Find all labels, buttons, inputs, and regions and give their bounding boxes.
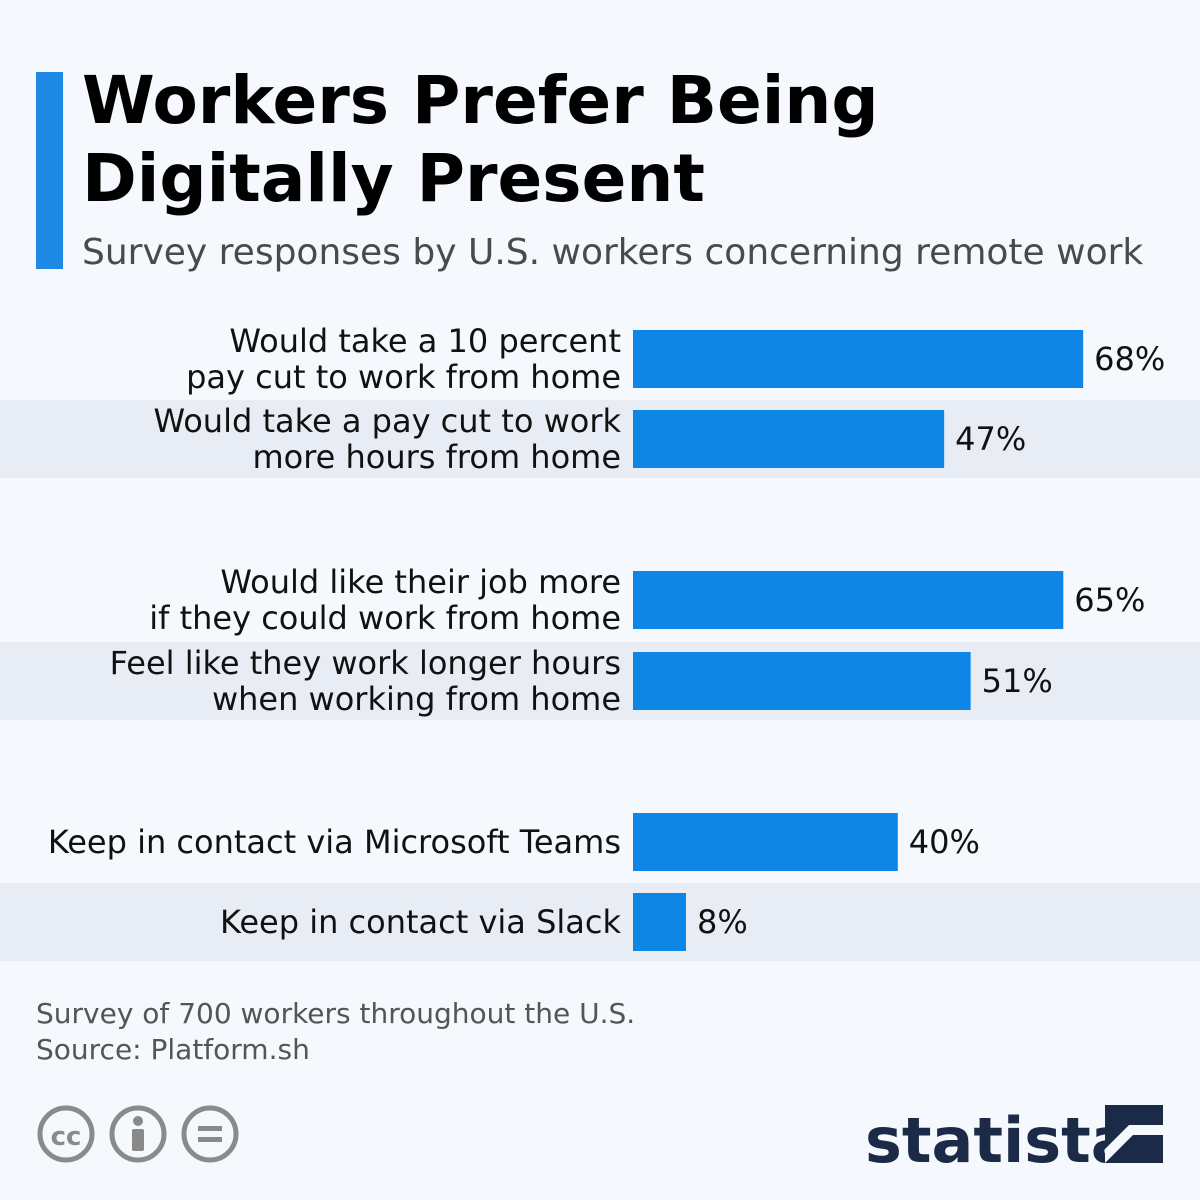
bar-3 (633, 652, 971, 710)
source-text: Source: Platform.sh (36, 1033, 310, 1066)
title-line-1: Workers Prefer Being (82, 62, 879, 139)
category-label-3-line-0: Feel like they work longer hours (110, 644, 621, 682)
subtitle: Survey responses by U.S. workers concern… (82, 232, 1144, 273)
value-label-3: 51% (982, 662, 1053, 700)
category-label-3-line-1: when working from home (212, 680, 621, 718)
category-label-1-line-0: Would take a pay cut to work (153, 402, 621, 440)
statista-logo: statista (865, 1104, 1163, 1170)
statista-mark-icon (1105, 1105, 1163, 1163)
title-accent-bar (36, 72, 63, 269)
bar-4 (633, 813, 898, 871)
license-icons: cc (37, 1105, 239, 1163)
value-label-1: 47% (955, 420, 1026, 458)
svg-text:cc: cc (51, 1122, 82, 1152)
title-line-2: Digitally Present (82, 140, 705, 217)
attribution-icon (109, 1105, 167, 1163)
bar-1 (633, 410, 945, 468)
bar-2 (633, 571, 1064, 629)
brand-wordmark: statista (865, 1104, 1133, 1170)
row-stripe (0, 642, 1200, 720)
row-stripe (0, 883, 1200, 961)
survey-note: Survey of 700 workers throughout the U.S… (36, 997, 636, 1030)
no-derivatives-icon (181, 1105, 239, 1163)
row-stripe (0, 400, 1200, 478)
value-label-0: 68% (1094, 340, 1165, 378)
category-label-0-line-0: Would take a 10 percent (229, 322, 621, 360)
page-title: Workers Prefer Being Digitally Present (82, 62, 879, 218)
category-label-2-line-0: Would like their job more (220, 563, 621, 601)
source-note: Survey of 700 workers throughout the U.S… (36, 996, 635, 1068)
category-label-0-line-1: pay cut to work from home (186, 358, 621, 396)
category-label-5-line-0: Keep in contact via Slack (220, 903, 622, 941)
category-label-1-line-1: more hours from home (252, 438, 621, 476)
bar-5 (633, 893, 686, 951)
value-label-4: 40% (909, 823, 980, 861)
category-label-2-line-1: if they could work from home (149, 599, 621, 637)
cc-icon: cc (37, 1105, 95, 1163)
value-label-5: 8% (697, 903, 748, 941)
category-label-4-line-0: Keep in contact via Microsoft Teams (48, 823, 621, 861)
value-label-2: 65% (1074, 581, 1145, 619)
bar-0 (633, 330, 1084, 388)
